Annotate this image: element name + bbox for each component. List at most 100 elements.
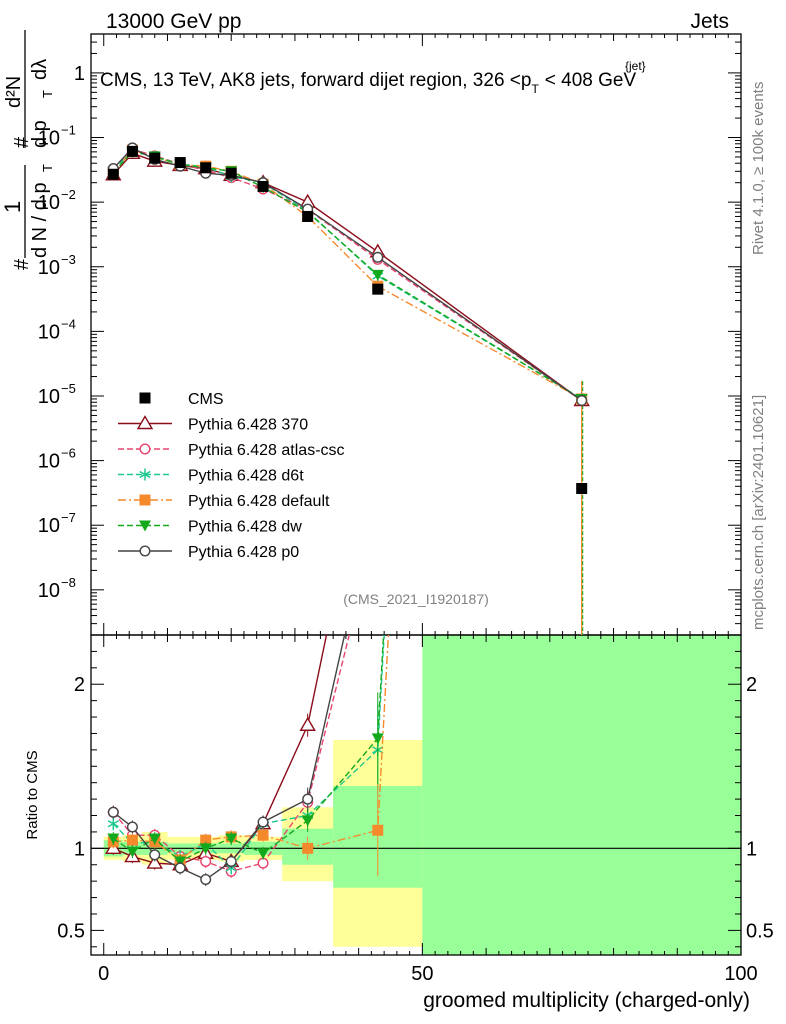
main-y-axis-label: # 1 d N / d p T # d²N d p T dλ (0, 30, 55, 270)
ratio-marker-default (200, 834, 212, 846)
legend-marker-dw (139, 520, 151, 532)
ratio-marker-dw (257, 848, 270, 860)
asterisk-stroke (107, 820, 119, 828)
main-y-tick-exponent: −5 (61, 381, 76, 396)
ratio-line-d6t (112, 635, 385, 870)
ratio-y-tick-label-left: 0.5 (57, 920, 85, 942)
ratio-marker-d6t (107, 817, 119, 830)
main-line-d6t (112, 149, 583, 400)
ratio-marker-dw (126, 846, 139, 858)
ratio-marker-p370 (146, 854, 163, 869)
main-marker-cms (126, 145, 138, 157)
legend-label-p370: Pythia 6.428 370 (188, 417, 308, 434)
legend: CMS Pythia 6.428 370 Pythia 6.428 atlas-cs… (118, 391, 345, 561)
ratio-bands (91, 635, 741, 955)
ratio-marker-p370 (371, 382, 385, 394)
ratio-marker-p0 (174, 862, 186, 874)
x-tick-label: 100 (724, 963, 757, 985)
legend-label-atlas: Pythia 6.428 atlas-csc (188, 442, 345, 459)
main-line-p0 (112, 147, 583, 402)
plot-title-suffix: < 408 GeV (545, 70, 637, 91)
x-tick-label: 50 (411, 963, 433, 985)
main-line-default (112, 149, 583, 400)
y-label-one: 1 (0, 201, 25, 213)
ratio-frame (90, 634, 742, 956)
ratio-y-tick-label-left: 1 (74, 838, 85, 860)
main-y-tick-label: 1 (74, 63, 85, 85)
ratio-marker-dw (148, 833, 161, 845)
ratio-line-p0 (112, 635, 346, 881)
legend-label-default: Pythia 6.428 default (188, 493, 330, 510)
ratio-marker-p0 (302, 793, 314, 805)
main-marker-cms (149, 152, 161, 164)
plot-title-text: CMS, 13 TeV, AK8 jets, forward dijet reg… (100, 70, 636, 96)
header-left-label: 13000 GeV pp (106, 10, 241, 33)
main-y-tick-exponent: −7 (61, 510, 76, 525)
main-marker-cms (302, 210, 314, 222)
ratio-marker-dw (199, 843, 212, 855)
plot-title-prefix: CMS, 13 TeV, AK8 jets, forward dijet reg… (100, 70, 531, 91)
ratio-line-default (113, 635, 390, 861)
main-marker-dw (371, 269, 384, 281)
y-label-hash-1: # (11, 258, 33, 270)
ratio-y-tick-label-right: 0.5 (746, 920, 774, 942)
y-label-dpt: d p (29, 120, 51, 148)
main-y-tick-label: 10 (38, 192, 60, 214)
ratio-marker-default (302, 842, 314, 854)
main-y-tick-exponent: −2 (61, 187, 76, 202)
ratio-marker-p0 (126, 821, 138, 833)
analysis-id-label: (CMS_2021_I1920187) (343, 591, 489, 607)
legend-marker-p370 (136, 415, 154, 430)
legend-marker-default (139, 494, 151, 506)
main-line-p370 (112, 152, 583, 402)
x-tick-label: 0 (98, 963, 109, 985)
y-label-d2n: d²N (3, 76, 25, 108)
ratio-line-dw (112, 635, 385, 863)
rivet-version-label: Rivet 4.1.0, ≥ 100k events (750, 82, 767, 255)
ratio-marker-p0 (373, 483, 383, 493)
ratio-marker-dw (301, 815, 314, 827)
header-right-label: Jets (690, 10, 729, 33)
ratio-y-tick-label-right: 2 (746, 674, 757, 696)
ratio-marker-dw (371, 733, 384, 745)
main-y-tick-exponent: −3 (61, 252, 76, 267)
y-label-dn-dpt-sub: T (40, 164, 55, 172)
ratio-marker-p0 (107, 806, 119, 818)
legend-marker-d6t (139, 468, 151, 481)
x-axis-label: groomed multiplicity (charged-only) (423, 989, 750, 1012)
ratio-marker-atlas (200, 855, 212, 867)
legend-label-p0: Pythia 6.428 p0 (188, 544, 299, 561)
plot-title-sup: {jet} (625, 59, 646, 73)
main-y-tick-exponent: −4 (61, 316, 76, 331)
plot-title: CMS, 13 TeV, AK8 jets, forward dijet reg… (100, 59, 646, 96)
ratio-marker-p0 (200, 874, 212, 886)
plot-title-sub: T (531, 82, 539, 96)
ratio-marker-dw (107, 833, 120, 845)
legend-label-dw: Pythia 6.428 dw (188, 519, 302, 536)
main-marker-cms (576, 483, 588, 495)
legend-marker-p0 (139, 545, 151, 557)
main-y-tick-label: 10 (38, 386, 60, 408)
main-marker-cms (107, 168, 119, 180)
main-marker-cms (372, 283, 384, 295)
ratio-marker-p0 (257, 816, 269, 828)
ratio-y-tick-label-left: 2 (74, 674, 85, 696)
ratio-marker-default (372, 824, 384, 836)
main-marker-cms (257, 180, 269, 192)
main-y-tick-label: 10 (38, 515, 60, 537)
ratio-marker-atlas (373, 515, 383, 525)
ratio-line-atlas (112, 635, 350, 873)
main-y-tick-exponent: −1 (61, 123, 76, 138)
ratio-marker-dw (225, 833, 238, 845)
ratio-plot-series (105, 382, 390, 887)
ratio-marker-p0 (149, 849, 161, 861)
main-y-tick-label: 10 (38, 580, 60, 602)
ratio-marker-p370 (299, 716, 316, 731)
main-y-tick-label: 10 (38, 451, 60, 473)
ratio-line-p370 (113, 635, 328, 866)
main-line-dw (112, 151, 583, 400)
mcplots-label: mcplots.cern.ch [arXiv:2401.10621] (750, 395, 767, 630)
main-marker-cms (200, 162, 212, 174)
legend-label-cms: CMS (188, 391, 224, 408)
